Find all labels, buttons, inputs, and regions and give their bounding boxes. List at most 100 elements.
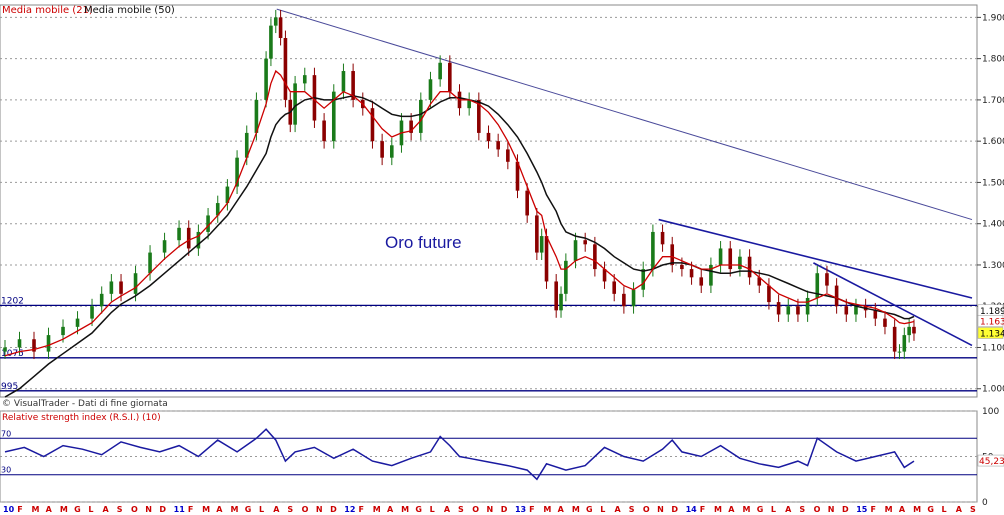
candle-body bbox=[225, 186, 230, 204]
candle-body bbox=[467, 99, 471, 109]
candle-body bbox=[515, 161, 520, 191]
candle-body bbox=[177, 227, 181, 241]
x-axis-label: M bbox=[885, 505, 893, 514]
candle-body bbox=[390, 145, 394, 158]
candle-body bbox=[119, 281, 123, 294]
x-axis-label: G bbox=[586, 505, 593, 514]
candle-body bbox=[351, 71, 355, 100]
rsi-level-label: 30 bbox=[1, 466, 11, 475]
x-axis-label: G bbox=[927, 505, 934, 514]
candle-body bbox=[370, 108, 375, 142]
x-axis-label: O bbox=[302, 505, 309, 514]
rsi-level-label: 70 bbox=[1, 429, 11, 438]
candle-body bbox=[873, 310, 878, 319]
candle-body bbox=[602, 269, 607, 282]
x-axis-label: S bbox=[117, 505, 123, 514]
trendline bbox=[276, 8, 973, 221]
level-label: 995 bbox=[1, 382, 18, 392]
x-axis-label: M bbox=[60, 505, 68, 514]
price-tag-label: 1.163 bbox=[980, 317, 1004, 327]
candle-body bbox=[215, 203, 220, 216]
candle-body bbox=[796, 306, 800, 315]
main-ytick-label: 1.500 bbox=[982, 178, 1004, 188]
x-axis-label: A bbox=[273, 505, 280, 514]
watermark: © VisualTrader - Dati di fine giornata bbox=[2, 399, 168, 409]
main-ytick-label: 1.400 bbox=[982, 220, 1004, 230]
x-axis-label: D bbox=[159, 505, 166, 514]
x-axis-label: F bbox=[359, 505, 364, 514]
candles bbox=[3, 9, 916, 360]
candle-body bbox=[622, 293, 626, 307]
x-axis-label: O bbox=[643, 505, 650, 514]
candle-body bbox=[133, 273, 138, 294]
x-axis-label: A bbox=[46, 505, 53, 514]
candle-body bbox=[728, 248, 733, 270]
candle-body bbox=[689, 269, 694, 278]
chart-title: Oro future bbox=[385, 233, 462, 252]
candle-body bbox=[897, 351, 902, 353]
candle-body bbox=[486, 132, 491, 142]
trendline bbox=[658, 218, 973, 299]
candle-body bbox=[738, 256, 742, 270]
candle-body bbox=[544, 236, 549, 282]
rsi-line bbox=[4, 428, 915, 481]
candle-body bbox=[535, 215, 539, 253]
trendlines bbox=[276, 8, 973, 347]
rsi-ytick-label: 100 bbox=[982, 407, 999, 417]
x-axis-label: F bbox=[188, 505, 193, 514]
main-panel-frame bbox=[0, 4, 978, 398]
x-axis-label: N bbox=[316, 505, 323, 514]
candle-body bbox=[162, 240, 167, 253]
candle-body bbox=[747, 256, 752, 278]
x-axis-label: F bbox=[17, 505, 22, 514]
price-tag-box bbox=[977, 327, 1004, 339]
candle-body bbox=[32, 339, 36, 352]
candle-body bbox=[907, 326, 911, 336]
x-axis-label: M bbox=[373, 505, 381, 514]
candle-body bbox=[641, 269, 646, 290]
candle-body bbox=[206, 215, 210, 232]
candle-body bbox=[99, 293, 104, 307]
x-axis-label: A bbox=[956, 505, 963, 514]
rsi-ytick-label: 0 bbox=[982, 498, 988, 508]
x-axis-label: A bbox=[216, 505, 223, 514]
x-axis-label: A bbox=[103, 505, 110, 514]
candle-body bbox=[883, 318, 887, 327]
candle-body bbox=[254, 99, 259, 133]
candle-body bbox=[815, 273, 820, 298]
candle-body bbox=[559, 293, 563, 311]
x-axis-label: N bbox=[145, 505, 152, 514]
x-axis-label: M bbox=[913, 505, 921, 514]
x-axis-label: A bbox=[444, 505, 451, 514]
candle-body bbox=[573, 240, 578, 261]
rsi-levels: 70 30 bbox=[0, 429, 977, 476]
candle-body bbox=[496, 141, 500, 150]
price-tag-label: 1.189 bbox=[980, 307, 1004, 317]
candle-body bbox=[506, 149, 510, 162]
x-axis-label: S bbox=[287, 505, 293, 514]
candle-body bbox=[525, 190, 529, 216]
candle-body bbox=[90, 306, 94, 319]
price-tag-box bbox=[977, 315, 1004, 327]
candle-body bbox=[148, 252, 152, 274]
moving-averages bbox=[4, 69, 915, 398]
candle-body bbox=[554, 281, 558, 311]
x-axis-label: G bbox=[74, 505, 81, 514]
candle-body bbox=[419, 99, 423, 133]
candle-body bbox=[825, 273, 829, 286]
candle-body bbox=[269, 25, 273, 59]
main-ytick-label: 1.300 bbox=[982, 261, 1004, 271]
x-axis-label: M bbox=[31, 505, 39, 514]
x-axis-label: L bbox=[942, 505, 947, 514]
candle-body bbox=[660, 231, 665, 245]
x-axis-label: L bbox=[430, 505, 435, 514]
ma50-line bbox=[4, 95, 915, 398]
candle-body bbox=[612, 281, 617, 294]
x-axis-label: L bbox=[259, 505, 264, 514]
x-axis-label: N bbox=[657, 505, 664, 514]
x-axis-label: 11 bbox=[174, 505, 186, 514]
x-axis-label: 14 bbox=[686, 505, 698, 514]
x-axis-label: D bbox=[671, 505, 678, 514]
